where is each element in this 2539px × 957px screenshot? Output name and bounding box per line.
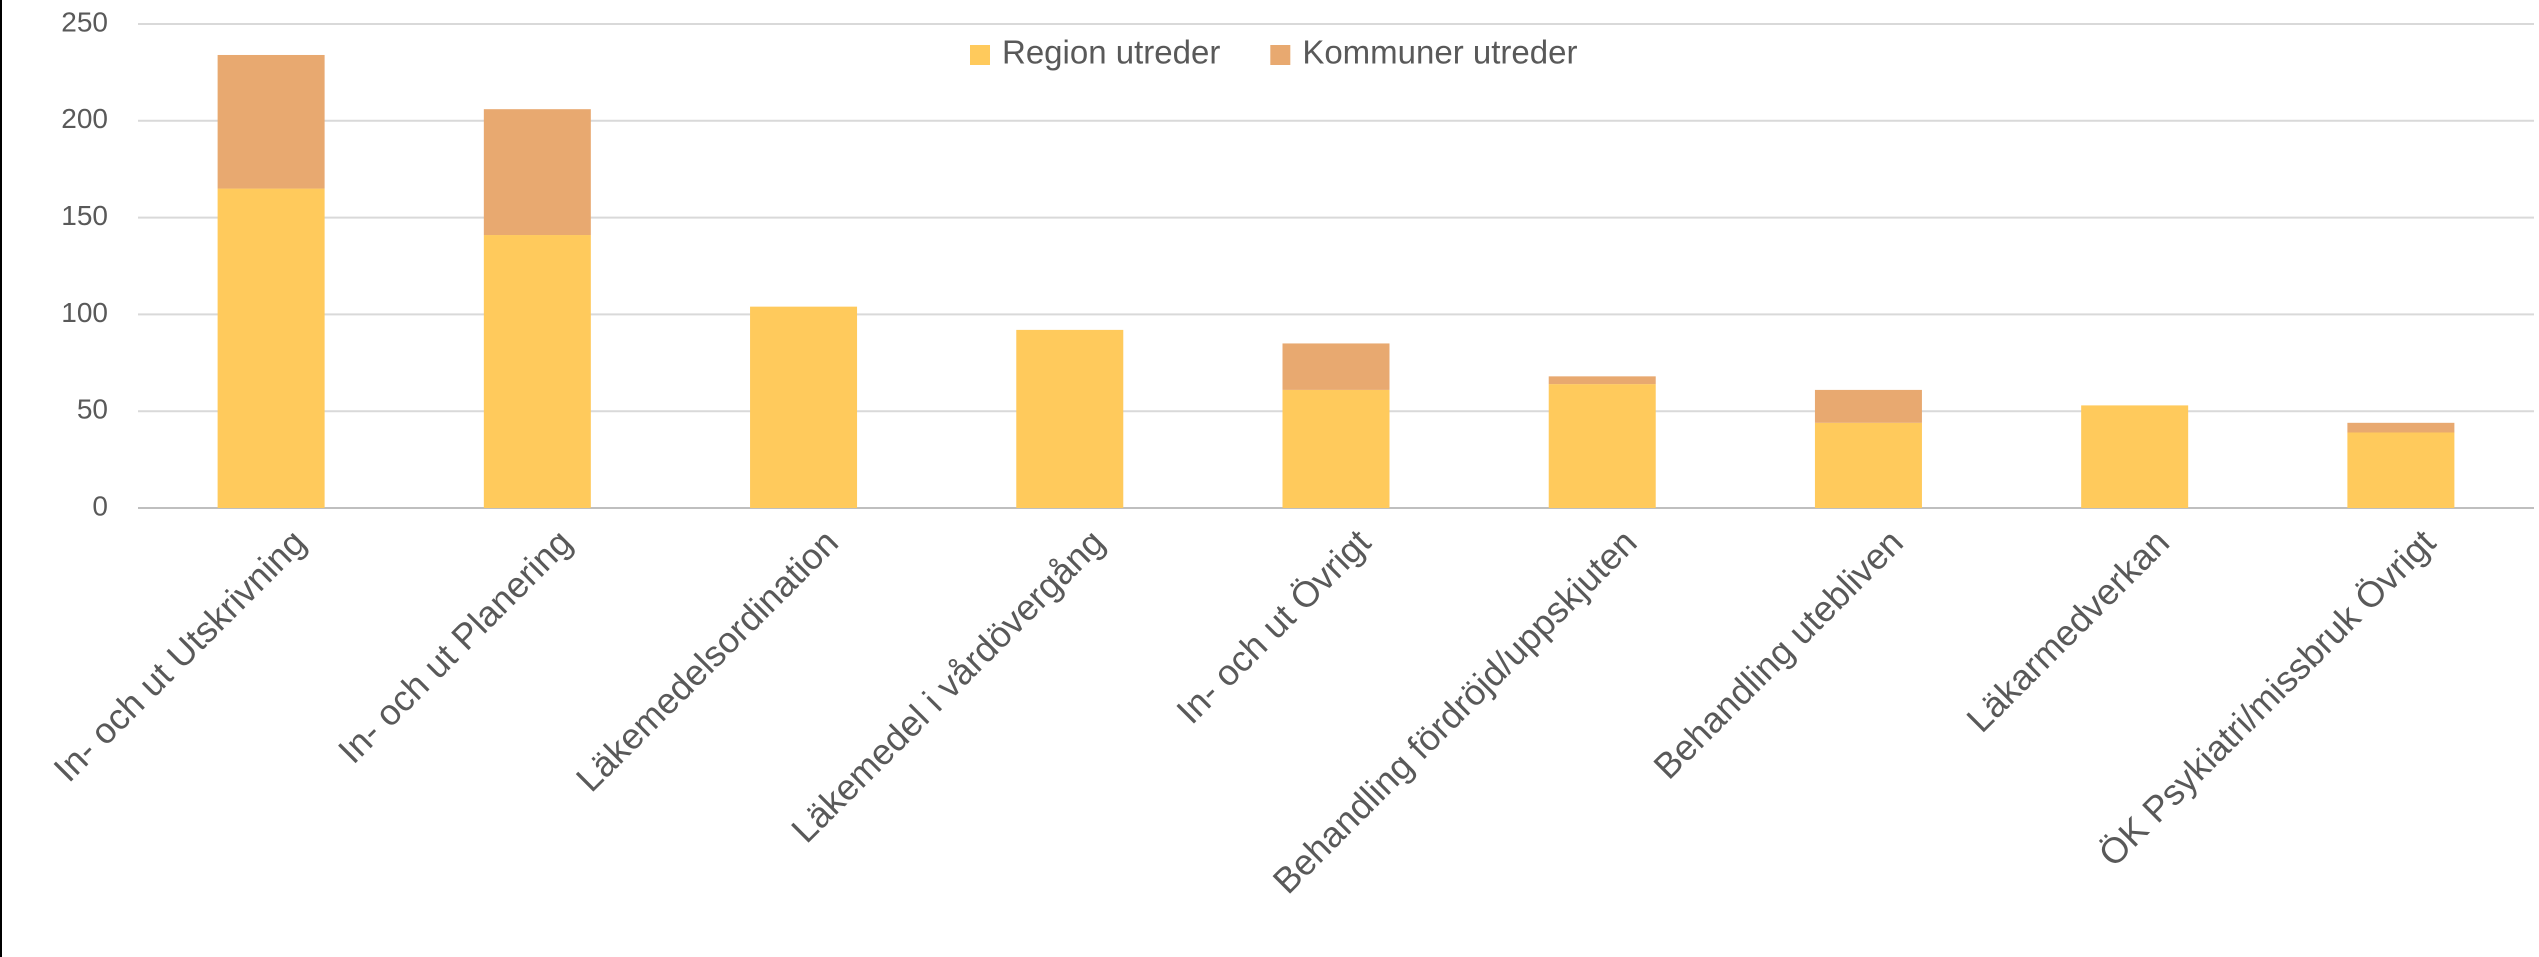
bar-segment: [217, 54, 325, 189]
x-tick-label: Läkemedelsordination: [568, 521, 846, 799]
y-tick-label: 0: [92, 490, 108, 521]
bar-segment: [1016, 329, 1124, 508]
bar-segment: [1548, 384, 1656, 508]
bar-segment: [1282, 343, 1390, 390]
legend-label: Kommuner utreder: [1302, 34, 1577, 71]
bar-segment: [750, 306, 858, 508]
y-tick-label: 150: [61, 200, 108, 231]
bar-segment: [2347, 432, 2455, 508]
bar-segment: [217, 188, 325, 508]
bar-segment: [1814, 422, 1922, 508]
y-tick-label: 50: [77, 394, 108, 425]
x-tick-label: Läkemedel i vårdövergång: [783, 521, 1112, 850]
y-tick-label: 250: [61, 6, 108, 37]
x-tick-label: Behandling utebliven: [1645, 521, 1910, 786]
bar-segment: [1548, 376, 1656, 385]
bar-segment: [483, 235, 591, 509]
x-tick-label: In- och ut Övrigt: [1168, 521, 1378, 731]
y-tick-label: 100: [61, 297, 108, 328]
legend-label: Region utreder: [1002, 34, 1220, 71]
bar-segment: [1282, 389, 1390, 508]
bar-segment: [2081, 405, 2189, 508]
legend-swatch: [970, 45, 990, 65]
x-tick-label: In- och ut Planering: [330, 521, 580, 771]
bar-segment: [2347, 422, 2455, 433]
x-tick-label: Läkarmedverkan: [1958, 521, 2177, 740]
legend-swatch: [1270, 45, 1291, 65]
y-tick-label: 200: [61, 103, 108, 134]
bar-segment: [483, 109, 591, 236]
bar-segment: [1814, 389, 1922, 423]
x-tick-label: In- och ut Utskrivning: [45, 521, 313, 789]
